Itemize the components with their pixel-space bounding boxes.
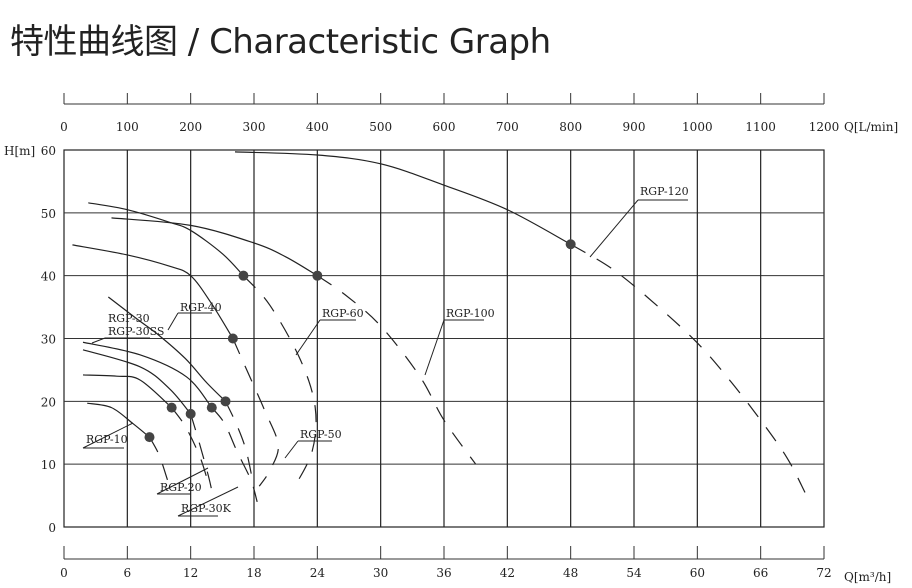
label-leader-line xyxy=(589,199,639,258)
curve-label-rgp-60: RGP-60 xyxy=(322,307,364,320)
top-tick-label: 1100 xyxy=(745,120,776,134)
top-tick-label: 800 xyxy=(559,120,582,134)
rated-point-marker xyxy=(206,402,217,413)
y-tick-label: 60 xyxy=(41,144,56,158)
top-tick-label: 700 xyxy=(496,120,519,134)
y-tick-label: 0 xyxy=(48,521,56,535)
x-tick-label: 36 xyxy=(436,566,451,580)
top-tick-label: 500 xyxy=(369,120,392,134)
label-leader-line xyxy=(295,319,321,356)
rated-point-marker xyxy=(227,333,238,344)
curve-label-rgp-50: RGP-50 xyxy=(300,428,342,441)
x-tick-label: 24 xyxy=(310,566,326,580)
curve-label-rgp-20: RGP-20 xyxy=(160,481,202,494)
pump-curve-solid xyxy=(107,296,226,402)
x-tick-label: 48 xyxy=(563,566,578,580)
x-tick-label: 54 xyxy=(626,566,642,580)
curve-label-rgp-30ss: RGP-30SS xyxy=(108,325,164,338)
x-tick-label: 0 xyxy=(60,566,68,580)
top-tick-label: 200 xyxy=(179,120,202,134)
y-tick-label: 30 xyxy=(41,333,56,347)
curve-label-rgp-30k: RGP-30K xyxy=(181,502,232,515)
label-leader-line xyxy=(167,312,179,331)
pump-curve-solid xyxy=(82,341,213,408)
top-tick-label: 100 xyxy=(116,120,139,134)
pump-curve-solid xyxy=(88,202,244,277)
label-leader-line xyxy=(156,467,209,495)
pump-curve-dashed xyxy=(171,407,208,477)
pump-curve-solid xyxy=(234,151,571,245)
rated-point-marker xyxy=(144,432,155,443)
x-tick-label: 66 xyxy=(753,566,768,580)
x-tick-label: 60 xyxy=(690,566,705,580)
pump-curve-dashed xyxy=(190,413,214,496)
rated-point-marker xyxy=(312,270,323,281)
rated-point-marker xyxy=(220,396,231,407)
pump-curve-solid xyxy=(87,402,150,438)
top-tick-label: 600 xyxy=(433,120,456,134)
label-leader-line xyxy=(82,422,134,449)
pump-curve-dashed xyxy=(224,401,253,477)
rated-point-marker xyxy=(238,270,249,281)
label-leader-line xyxy=(177,486,239,517)
label-leader-line xyxy=(424,319,445,376)
x-tick-label: 30 xyxy=(373,566,388,580)
x-tick-label: 72 xyxy=(816,566,831,580)
y-tick-label: 20 xyxy=(41,395,56,409)
pump-curve-dashed xyxy=(232,338,279,487)
top-tick-label: 300 xyxy=(243,120,266,134)
y-tick-label: 50 xyxy=(41,207,56,221)
y-axis-label: H[m] xyxy=(4,144,35,158)
x-tick-label: 6 xyxy=(124,566,132,580)
pump-curve-dashed xyxy=(211,407,258,503)
label-leader-line xyxy=(91,337,106,344)
curve-label-rgp-100: RGP-100 xyxy=(446,307,495,320)
top-axis-label: Q[L/min] xyxy=(844,120,898,134)
curve-label-rgp-40: RGP-40 xyxy=(180,301,222,314)
page-title: 特性曲线图 / Characteristic Graph xyxy=(10,22,551,62)
pump-curve-dashed xyxy=(242,275,317,490)
pump-curve-dashed xyxy=(148,436,169,481)
top-tick-label: 0 xyxy=(60,120,68,134)
y-tick-label: 10 xyxy=(41,458,56,472)
x-tick-label: 12 xyxy=(183,566,198,580)
x-tick-label: 18 xyxy=(246,566,261,580)
pump-curve-solid xyxy=(82,374,173,409)
top-tick-label: 400 xyxy=(306,120,329,134)
top-tick-label: 1200 xyxy=(809,120,840,134)
curve-label-rgp-10: RGP-10 xyxy=(86,433,128,446)
pump-curve-dashed xyxy=(570,243,806,493)
x-tick-label: 42 xyxy=(500,566,515,580)
curve-label-rgp-30: RGP-30 xyxy=(108,312,150,325)
pump-curve-solid xyxy=(111,217,318,277)
y-tick-label: 40 xyxy=(41,270,56,284)
rated-point-marker xyxy=(166,402,177,413)
rated-point-marker xyxy=(185,408,196,419)
top-tick-label: 1000 xyxy=(682,120,713,134)
top-tick-label: 900 xyxy=(623,120,646,134)
rated-point-marker xyxy=(565,239,576,250)
pump-curve-solid xyxy=(72,244,234,339)
label-leader-line xyxy=(284,440,299,459)
x-axis-label: Q[m³/h] xyxy=(844,570,891,584)
curve-label-rgp-120: RGP-120 xyxy=(640,185,689,198)
pump-curve-solid xyxy=(82,349,192,415)
